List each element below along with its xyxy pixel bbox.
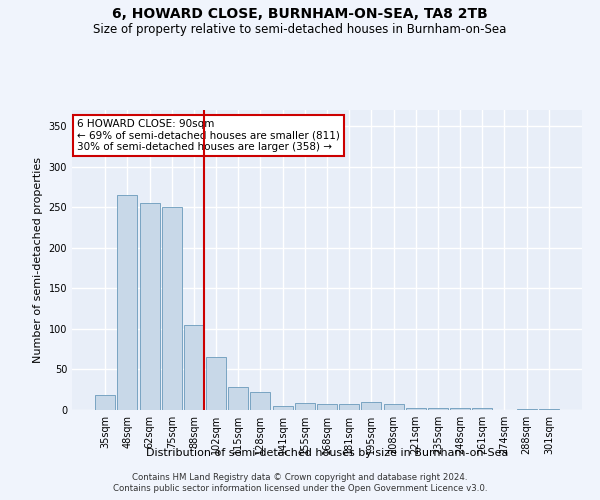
Bar xyxy=(228,388,248,410)
Y-axis label: Number of semi-detached properties: Number of semi-detached properties xyxy=(33,157,43,363)
Text: 6, HOWARD CLOSE, BURNHAM-ON-SEA, TA8 2TB: 6, HOWARD CLOSE, BURNHAM-ON-SEA, TA8 2TB xyxy=(112,8,488,22)
Text: Contains HM Land Registry data © Crown copyright and database right 2024.: Contains HM Land Registry data © Crown c… xyxy=(132,472,468,482)
Bar xyxy=(383,404,404,410)
Bar xyxy=(206,358,226,410)
Bar xyxy=(317,404,337,410)
Text: 6 HOWARD CLOSE: 90sqm
← 69% of semi-detached houses are smaller (811)
30% of sem: 6 HOWARD CLOSE: 90sqm ← 69% of semi-deta… xyxy=(77,119,340,152)
Text: Contains public sector information licensed under the Open Government Licence v3: Contains public sector information licen… xyxy=(113,484,487,493)
Bar xyxy=(118,195,137,410)
Bar xyxy=(539,409,559,410)
Bar xyxy=(406,408,426,410)
Text: Distribution of semi-detached houses by size in Burnham-on-Sea: Distribution of semi-detached houses by … xyxy=(146,448,508,458)
Bar xyxy=(140,203,160,410)
Bar xyxy=(295,402,315,410)
Bar xyxy=(450,408,470,410)
Bar xyxy=(272,406,293,410)
Bar xyxy=(95,396,115,410)
Bar xyxy=(517,409,536,410)
Bar xyxy=(162,208,182,410)
Bar xyxy=(472,408,492,410)
Bar xyxy=(428,408,448,410)
Bar xyxy=(339,404,359,410)
Bar xyxy=(250,392,271,410)
Bar xyxy=(361,402,382,410)
Text: Size of property relative to semi-detached houses in Burnham-on-Sea: Size of property relative to semi-detach… xyxy=(94,22,506,36)
Bar xyxy=(184,325,204,410)
